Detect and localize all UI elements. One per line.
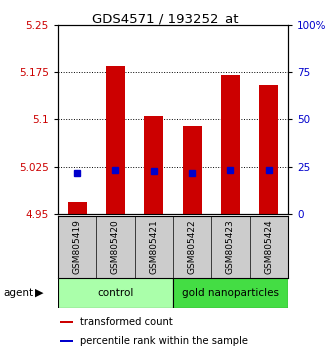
- Text: control: control: [97, 288, 134, 298]
- Bar: [173, 278, 288, 308]
- Text: transformed count: transformed count: [80, 317, 172, 327]
- Bar: [60, 321, 73, 323]
- Text: agent: agent: [3, 288, 33, 298]
- Bar: [259, 85, 278, 214]
- Bar: [60, 339, 73, 342]
- Bar: [106, 66, 125, 214]
- Text: GSM805421: GSM805421: [149, 219, 158, 274]
- Text: ▶: ▶: [35, 288, 43, 298]
- Bar: [58, 278, 173, 308]
- Bar: [144, 116, 164, 214]
- Text: GSM805423: GSM805423: [226, 219, 235, 274]
- Text: gold nanoparticles: gold nanoparticles: [182, 288, 279, 298]
- Text: GDS4571 / 193252_at: GDS4571 / 193252_at: [92, 12, 239, 25]
- Bar: [182, 126, 202, 214]
- Text: GSM805419: GSM805419: [72, 219, 82, 274]
- Text: GSM805420: GSM805420: [111, 219, 120, 274]
- Text: GSM805422: GSM805422: [188, 219, 197, 274]
- Text: percentile rank within the sample: percentile rank within the sample: [80, 336, 248, 346]
- Bar: [68, 201, 87, 214]
- Bar: [221, 75, 240, 214]
- Text: GSM805424: GSM805424: [264, 219, 273, 274]
